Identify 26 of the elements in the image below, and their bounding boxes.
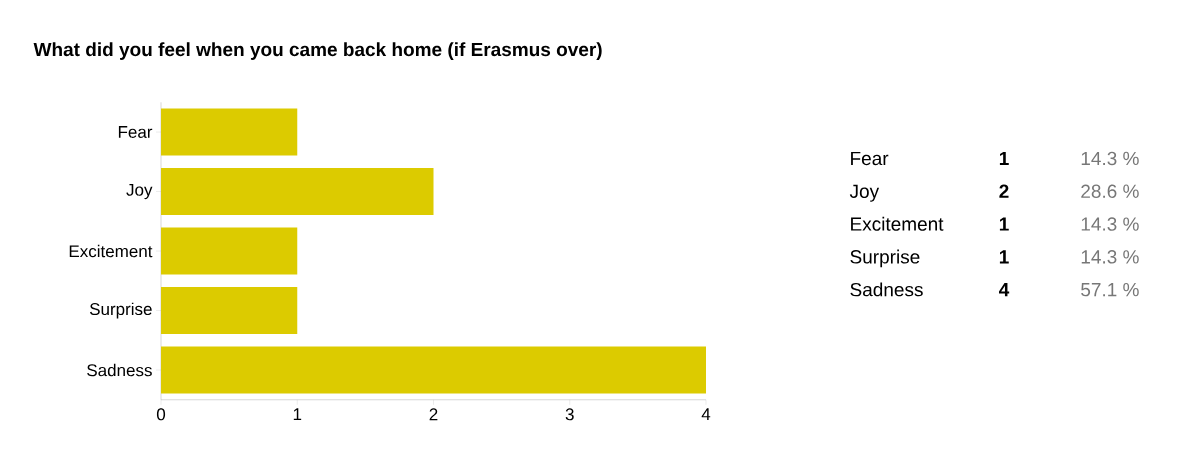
x-tick-label: 4 xyxy=(701,408,711,421)
text: 1 xyxy=(999,217,1009,231)
category-label: Excitement xyxy=(851,216,944,231)
x-tick-label: 3 xyxy=(565,408,574,421)
category-label: Sadness xyxy=(850,282,923,297)
category-label: Surprise xyxy=(850,249,920,268)
category-label: Fear xyxy=(851,151,889,166)
x-tick-label: 2 xyxy=(429,408,438,421)
text: 57.1 % xyxy=(1081,283,1139,297)
text: 14.3 % xyxy=(1081,250,1139,264)
text: 1 xyxy=(999,151,1009,165)
x-tick-label: 0 xyxy=(156,408,166,421)
y-tick-label: Excitement xyxy=(69,244,153,258)
text: 14.3 % xyxy=(1081,151,1139,166)
x-tick-label: 1 xyxy=(293,408,302,421)
chart-title: What did you feel when you came back home (if Erasmus over) xyxy=(33,42,602,60)
text: 1 xyxy=(999,250,1009,264)
y-tick-label: Surprise xyxy=(89,302,152,319)
text: 14.3 % xyxy=(1081,217,1139,231)
text: 4 xyxy=(999,283,1010,297)
y-tick-label: Sadness xyxy=(87,363,152,377)
y-tick-label: Joy xyxy=(126,183,153,200)
text: 2 xyxy=(999,184,1009,198)
text: 28.6 % xyxy=(1081,184,1139,198)
y-tick-label: Fear xyxy=(118,126,153,138)
category-label: Joy xyxy=(849,184,880,202)
